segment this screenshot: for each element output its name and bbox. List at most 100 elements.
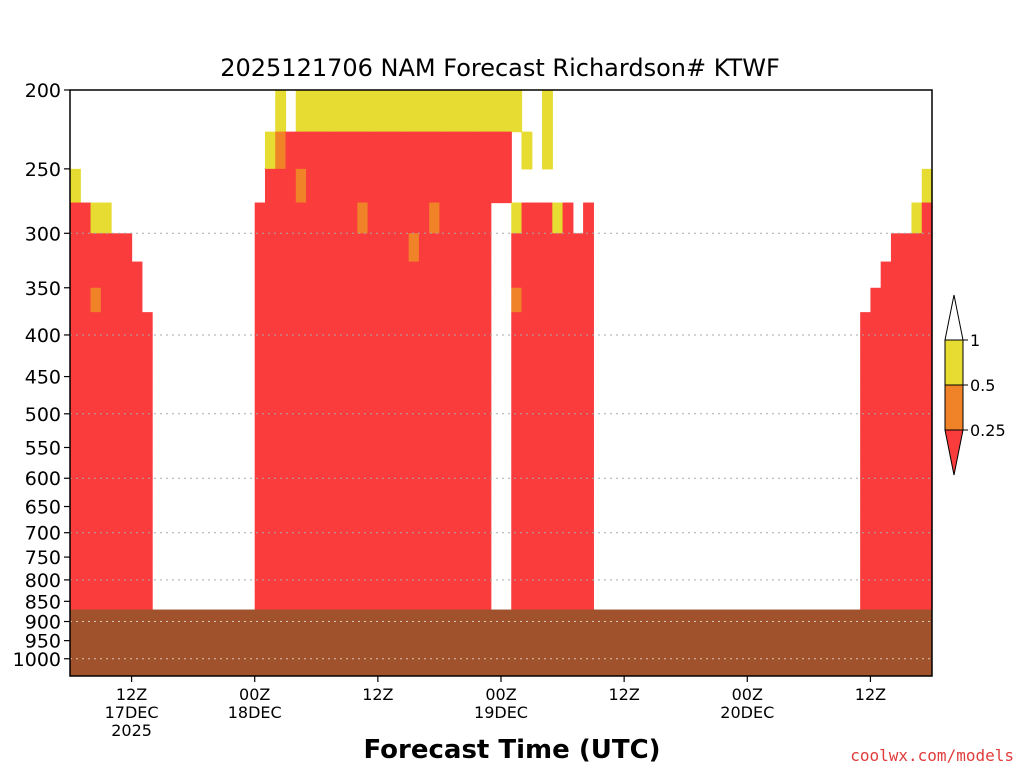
heatmap-cell xyxy=(367,90,379,133)
heatmap-cell xyxy=(901,506,913,521)
heatmap-cell xyxy=(347,557,358,570)
heatmap-cell xyxy=(562,447,574,464)
heatmap-cell xyxy=(388,545,399,558)
heatmap-cell xyxy=(285,261,297,289)
heatmap-cell xyxy=(572,478,584,494)
heatmap-cell xyxy=(275,568,287,581)
heatmap-cell xyxy=(511,545,523,558)
heatmap-cell xyxy=(80,492,92,508)
heatmap-cell xyxy=(860,590,872,597)
heatmap-cell xyxy=(583,585,594,592)
heatmap-cell xyxy=(377,557,389,570)
heatmap-cell xyxy=(480,395,492,415)
heatmap-cell xyxy=(572,376,584,397)
heatmap-cell xyxy=(357,334,369,357)
heatmap-cell xyxy=(285,585,297,592)
heatmap-cell xyxy=(480,287,492,313)
heatmap-cell xyxy=(70,413,81,432)
heatmap-cell xyxy=(111,463,122,479)
heatmap-cell xyxy=(316,90,328,133)
heatmap-cell xyxy=(552,595,564,602)
heatmap-cell xyxy=(336,431,348,449)
heatmap-cell xyxy=(275,463,287,479)
heatmap-cell xyxy=(480,506,492,521)
heatmap-cell xyxy=(264,557,276,570)
heatmap-cell xyxy=(880,334,892,357)
heatmap-cell xyxy=(480,90,492,133)
heatmap-cell xyxy=(367,168,379,204)
y-tick-label: 300 xyxy=(25,223,61,245)
heatmap-cell xyxy=(100,261,112,289)
heatmap-cell xyxy=(347,376,358,397)
heatmap-cell xyxy=(70,601,81,607)
heatmap-cell xyxy=(326,585,338,592)
heatmap-cell xyxy=(90,545,102,558)
heatmap-cell xyxy=(111,478,122,494)
heatmap-cell xyxy=(542,334,553,357)
heatmap-cell xyxy=(100,492,112,508)
heatmap-cell xyxy=(295,595,307,602)
heatmap-cell xyxy=(531,545,543,558)
heatmap-cell xyxy=(131,590,143,597)
heatmap-cell xyxy=(285,376,297,397)
heatmap-cell xyxy=(90,431,102,449)
heatmap-cell xyxy=(511,202,523,234)
heatmap-cell xyxy=(90,287,102,313)
heatmap-cells xyxy=(70,90,933,611)
heatmap-cell xyxy=(111,261,122,289)
heatmap-cell xyxy=(408,261,420,289)
heatmap-cell xyxy=(336,202,348,234)
heatmap-cell xyxy=(357,595,369,602)
heatmap-cell xyxy=(80,463,92,479)
heatmap-cell xyxy=(264,478,276,494)
heatmap-cell xyxy=(357,431,369,449)
heatmap-cell xyxy=(429,261,441,289)
heatmap-cell xyxy=(357,463,369,479)
heatmap-cell xyxy=(131,376,143,397)
heatmap-cell xyxy=(890,590,902,597)
heatmap-cell xyxy=(90,447,102,464)
heatmap-cell xyxy=(459,447,471,464)
heatmap-cell xyxy=(326,478,338,494)
heatmap-cell xyxy=(377,261,389,289)
heatmap-cell xyxy=(880,356,892,378)
heatmap-cell xyxy=(367,606,379,611)
heatmap-cell xyxy=(398,202,410,234)
heatmap-cell xyxy=(80,579,92,586)
heatmap-cell xyxy=(531,287,543,313)
heatmap-cell xyxy=(459,312,471,336)
heatmap-cell xyxy=(418,90,430,133)
heatmap-cell xyxy=(439,447,451,464)
heatmap-cell xyxy=(511,376,523,397)
heatmap-cell xyxy=(459,545,471,558)
heatmap-cell xyxy=(542,506,553,521)
heatmap-cell xyxy=(439,585,451,592)
heatmap-cell xyxy=(100,590,112,597)
heatmap-cell xyxy=(860,376,872,397)
heatmap-cell xyxy=(336,334,348,357)
heatmap-cell xyxy=(377,595,389,602)
heatmap-cell xyxy=(901,431,913,449)
heatmap-cell xyxy=(860,334,872,357)
heatmap-cell xyxy=(264,261,276,289)
heatmap-cell xyxy=(377,545,389,558)
heatmap-cell xyxy=(552,601,564,607)
heatmap-cell xyxy=(326,395,338,415)
heatmap-cell xyxy=(398,568,410,581)
heatmap-cell xyxy=(470,478,482,494)
heatmap-cell xyxy=(480,595,492,602)
heatmap-cell xyxy=(388,413,399,432)
heatmap-cell xyxy=(377,202,389,234)
heatmap-cell xyxy=(336,463,348,479)
heatmap-cell xyxy=(70,506,81,521)
heatmap-cell xyxy=(347,579,358,586)
heatmap-cell xyxy=(583,431,594,449)
heatmap-cell xyxy=(316,287,328,313)
heatmap-cell xyxy=(572,492,584,508)
heatmap-cell xyxy=(880,606,892,611)
heatmap-cell xyxy=(880,312,892,336)
heatmap-cell xyxy=(336,601,348,607)
heatmap-cell xyxy=(459,519,471,534)
heatmap-cell xyxy=(326,532,338,546)
heatmap-cell xyxy=(470,568,482,581)
